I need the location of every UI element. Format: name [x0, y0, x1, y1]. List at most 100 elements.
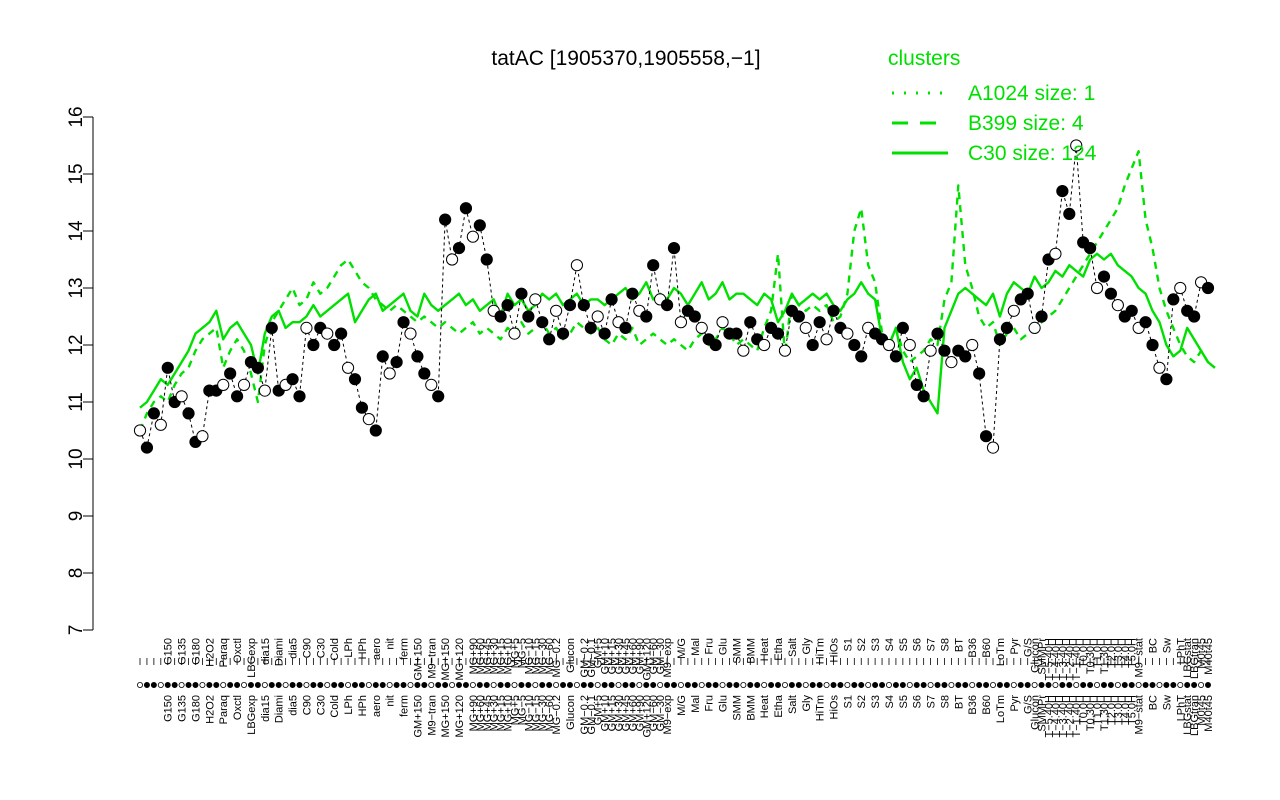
x-axis-marker: [1107, 682, 1114, 689]
data-point: [584, 321, 597, 334]
x-axis-marker: [1073, 682, 1080, 689]
data-point: [140, 441, 154, 454]
x-tick-label: LPhT: [1175, 695, 1187, 722]
data-point: [265, 321, 278, 334]
x-axis-marker: [608, 682, 615, 689]
x-axis: G150G150G135G135G180G180H2O2H2O2ParaqPar…: [136, 637, 1215, 738]
x-top-tick-label: T5.0H: [1127, 638, 1139, 668]
x-axis-marker: [677, 682, 684, 689]
x-axis-marker: [490, 682, 497, 689]
x-top-tick-label: T−2.40H: [1064, 638, 1076, 681]
x-top-tick-label: GM+90: [634, 638, 646, 674]
x-tick-label: MG+60: [475, 695, 487, 731]
x-top-tick-label: MG−60: [544, 638, 556, 674]
data-point: [445, 253, 459, 266]
data-point: [1035, 310, 1048, 323]
x-axis-marker: [1024, 682, 1031, 689]
x-top-tick-label: Glu: [718, 638, 730, 655]
x-tick-label: dia15: [260, 695, 272, 722]
points-layer: [133, 139, 1215, 454]
data-point: [674, 316, 688, 329]
x-top-tick-label: T1.0H: [1092, 638, 1104, 668]
data-point: [966, 338, 979, 352]
x-top-tick-label: Etha: [773, 637, 785, 661]
data-point: [1153, 361, 1166, 374]
x-axis-marker: [844, 682, 851, 689]
x-axis-marker: [296, 682, 303, 689]
x-top-tick-label: MG+45: [482, 638, 494, 674]
x-top-tick-label: dia15: [260, 638, 272, 665]
data-point: [480, 253, 493, 266]
x-axis-marker: [1149, 682, 1156, 689]
x-top-tick-label: B36: [967, 638, 979, 658]
x-top-tick-label: M9−stat: [1134, 638, 1146, 677]
x-axis-marker: [712, 682, 719, 689]
x-axis-marker: [393, 682, 400, 689]
data-point: [737, 344, 750, 357]
data-point: [348, 373, 362, 386]
x-axis-marker: [220, 682, 227, 689]
x-top-tick-label: G180: [190, 638, 202, 665]
x-top-tick-label: LPhT: [1175, 638, 1187, 665]
data-point: [425, 378, 438, 391]
x-axis-marker: [920, 682, 927, 689]
x-top-tick-label: MG+150: [440, 638, 452, 681]
x-top-tick-label: SMMPr: [1037, 638, 1049, 675]
x-top-tick-label: T3.0H: [1113, 638, 1125, 668]
data-point: [889, 350, 903, 363]
data-point: [501, 299, 514, 312]
x-top-tick-label: M9−tran: [426, 638, 438, 679]
x-tick-label: LBGstat: [1182, 695, 1194, 735]
y-tick-label: 12: [66, 334, 87, 355]
x-axis-marker: [899, 682, 906, 689]
x-top-tick-label: MG+30: [489, 638, 501, 674]
x-tick-label: Gly: [801, 695, 813, 712]
x-tick-label: MG−0.2: [551, 695, 563, 734]
x-tick-label: S2: [856, 695, 868, 708]
x-axis-marker: [213, 682, 220, 689]
x-top-tick-label: M40t45: [1203, 638, 1215, 675]
data-point: [973, 367, 986, 380]
x-tick-label: BMM: [745, 695, 757, 721]
data-point: [577, 299, 590, 312]
x-axis-marker: [435, 682, 442, 689]
data-point: [910, 378, 923, 391]
data-point: [855, 350, 868, 363]
data-point: [716, 316, 729, 329]
data-point: [147, 407, 160, 420]
x-axis-marker: [324, 682, 331, 689]
data-point: [1000, 321, 1013, 334]
data-point: [321, 327, 334, 340]
x-axis-marker: [996, 682, 1003, 689]
x-top-tick-label: Fru: [704, 638, 716, 655]
x-top-tick-label: M/G: [676, 638, 688, 659]
x-axis-marker: [157, 682, 164, 689]
x-axis-marker: [587, 682, 594, 689]
x-tick-label: MG+90: [468, 695, 480, 731]
data-point: [459, 202, 473, 215]
x-axis-marker: [990, 682, 997, 689]
x-top-tick-label: GM−30: [655, 638, 667, 674]
legend-label-2: C30 size: 124: [968, 142, 1097, 165]
series-line-0: [139, 252, 1216, 415]
x-axis-marker: [345, 682, 352, 689]
x-axis-marker: [136, 682, 143, 689]
x-axis-marker: [983, 682, 990, 689]
x-top-tick-label: MG+5: [509, 638, 521, 668]
x-top-tick-label: aero: [371, 638, 383, 660]
x-axis-marker: [754, 682, 761, 689]
data-point: [328, 338, 341, 352]
data-point: [522, 310, 535, 323]
data-point: [917, 390, 930, 403]
data-point: [813, 316, 826, 329]
x-top-tick-label: nit: [385, 638, 397, 650]
x-tick-label: M0t45: [1196, 695, 1208, 726]
data-point: [536, 316, 549, 329]
x-axis-marker: [643, 682, 650, 689]
x-tick-label: S3: [870, 695, 882, 708]
data-point: [792, 310, 805, 323]
x-axis-marker: [560, 682, 567, 689]
x-tick-label: G135: [177, 695, 189, 722]
x-axis-marker: [497, 682, 504, 689]
x-top-tick-label: GM−0.1: [586, 638, 598, 677]
